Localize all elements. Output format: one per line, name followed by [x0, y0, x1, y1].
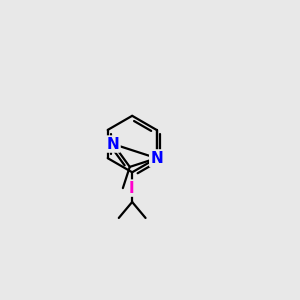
Text: I: I [128, 181, 134, 196]
Text: N: N [107, 136, 119, 152]
Text: N: N [150, 151, 163, 166]
Text: N: N [150, 151, 163, 166]
